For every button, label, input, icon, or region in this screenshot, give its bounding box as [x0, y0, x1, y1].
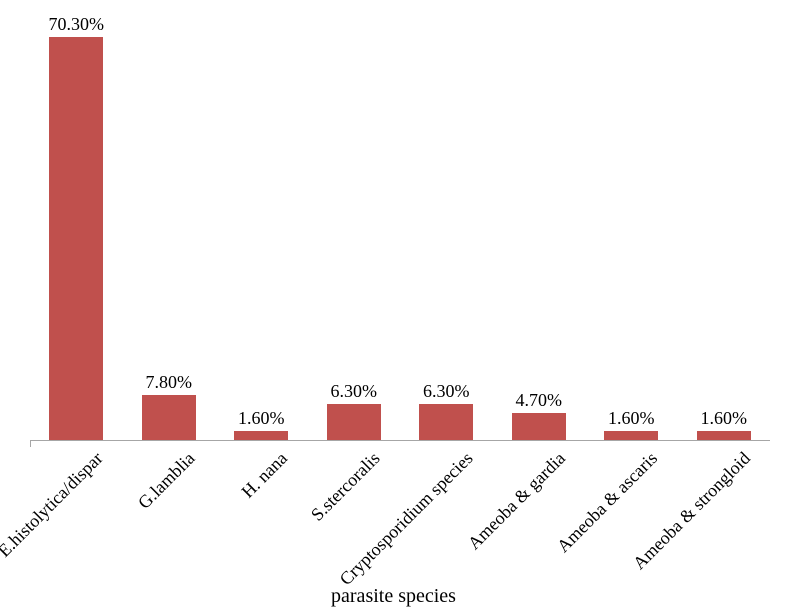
bar-value-label: 1.60%	[238, 408, 285, 431]
bar-value-label: 6.30%	[330, 381, 377, 404]
category-label: G.lamblia	[134, 448, 199, 513]
bar-value-label: 70.30%	[48, 14, 104, 37]
bar-slot: 70.30%	[49, 37, 103, 440]
bar-value-label: 1.60%	[608, 408, 655, 431]
plot-area: 70.30%7.80%1.60%6.30%6.30%4.70%1.60%1.60…	[30, 10, 770, 441]
bar	[327, 404, 381, 440]
bar	[142, 395, 196, 440]
parasite-species-bar-chart: 70.30%7.80%1.60%6.30%6.30%4.70%1.60%1.60…	[0, 0, 787, 614]
bar-value-label: 4.70%	[515, 390, 562, 413]
bar-slot: 1.60%	[234, 431, 288, 440]
category-label: S.stercoralis	[307, 448, 384, 525]
bar	[234, 431, 288, 440]
bar-slot: 6.30%	[419, 404, 473, 440]
bar	[49, 37, 103, 440]
bar-slot: 4.70%	[512, 413, 566, 440]
category-label: Ameoba & gardia	[464, 448, 570, 554]
bar-value-label: 7.80%	[145, 372, 192, 395]
bar-slot: 1.60%	[604, 431, 658, 440]
bar	[419, 404, 473, 440]
bar-slot: 1.60%	[697, 431, 751, 440]
x-axis-title: parasite species	[331, 585, 456, 608]
y-axis-tick	[30, 441, 31, 447]
bar-slot: 6.30%	[327, 404, 381, 440]
bar	[604, 431, 658, 440]
category-label: E.histolytica/dispar	[0, 448, 107, 561]
bar-value-label: 6.30%	[423, 381, 470, 404]
bar-value-label: 1.60%	[700, 408, 747, 431]
bar	[512, 413, 566, 440]
bar	[697, 431, 751, 440]
bar-slot: 7.80%	[142, 395, 196, 440]
category-label: H. nana	[238, 448, 292, 502]
